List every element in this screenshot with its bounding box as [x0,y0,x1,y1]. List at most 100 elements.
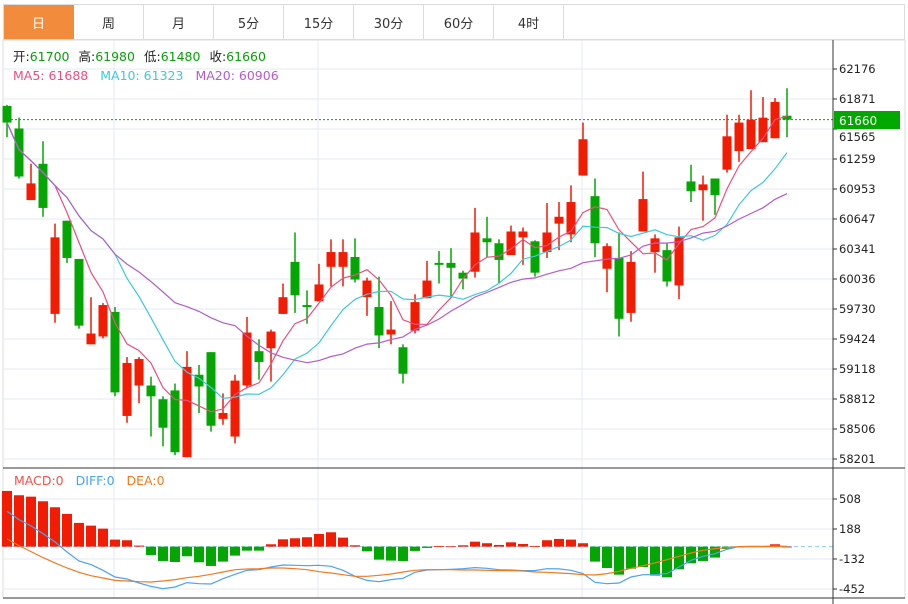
macd-bar [422,546,432,548]
macd-bar [266,544,276,547]
price-tick-label: 60341 [839,242,876,256]
candle-body [206,352,216,426]
candle-body [158,399,168,428]
macd-bar [650,546,660,576]
tab-5min[interactable]: 5分 [214,5,284,39]
candle-body [518,231,528,238]
macd-tick-label: 188 [839,522,861,536]
period-tabs: 日 周 月 5分 15分 30分 60分 4时 [3,4,905,40]
macd-bar [566,539,576,547]
macd-bar [578,543,588,547]
macd-bar [314,533,324,547]
candle-body [662,250,672,282]
candle [506,225,516,256]
macd-bar [14,495,24,547]
candle-body [350,256,360,280]
candle [74,258,84,329]
diff-line [6,510,788,590]
candle-body [614,257,624,319]
macd-bar [230,546,240,556]
price-tick-label: 60036 [839,272,876,286]
close-label: 收: [209,49,226,64]
candle [374,276,384,349]
candle [710,178,720,215]
candle-body [122,362,132,416]
ma-lines [6,115,788,413]
macd-bar [182,546,192,557]
macd-bar [458,545,468,547]
candle-body [26,183,36,201]
macd-bar [98,528,108,547]
candle-body [374,307,384,336]
grid [2,39,906,599]
ma20-line [6,122,788,364]
macd-tick-label: 508 [839,492,861,506]
candle [98,303,108,339]
candle-body [134,359,144,386]
macd-bar [254,546,264,551]
tab-day[interactable]: 日 [4,5,74,39]
tab-30min[interactable]: 30分 [354,5,424,39]
open-label: 开: [13,49,30,64]
macd-panel [2,490,833,590]
tab-60min[interactable]: 60分 [424,5,494,39]
macd-bar [362,546,372,552]
macd-bar [62,513,72,547]
candle [446,248,456,299]
candle-body [338,252,348,267]
candle-body [386,329,396,335]
candle [242,316,252,388]
candle [314,263,324,302]
candle-body [362,280,372,298]
candle [686,164,696,203]
candle [698,175,708,221]
macd-bar [698,546,708,561]
price-axis: 62176 61871 61565 61259 60953 60647 60341 60036… [3,40,905,604]
tab-week[interactable]: 周 [74,5,144,39]
candle-body [242,332,252,386]
price-tick-label: 59118 [839,362,876,376]
ma5-legend: MA5: 61688 [13,68,88,83]
candle [746,90,756,150]
ma5-line [6,115,788,413]
macd-bar [506,542,516,547]
macd-bar [218,546,228,562]
candle-body [2,105,12,123]
candle [2,104,12,138]
open-value: 61700 [30,49,70,64]
candle-body [266,331,276,349]
macd-bar [410,546,420,551]
ma-legend: MA5: 61688 MA10: 61323 MA20: 60906 [13,68,279,83]
candle [470,207,480,278]
close-value: 61660 [226,49,266,64]
price-tick-label: 58506 [839,422,876,436]
candle-body [194,374,204,387]
macd-bar [302,537,312,547]
candle [590,178,600,257]
candle-body [578,139,588,176]
candle-body [302,305,312,308]
candle [578,122,588,176]
candle [158,396,168,447]
candle [542,203,552,258]
macd-bar [350,545,360,547]
price-tick-label: 62176 [839,62,876,76]
tab-month[interactable]: 月 [144,5,214,39]
price-tick-label: 60953 [839,182,876,196]
tab-4hour[interactable]: 4时 [494,5,564,39]
candle-body [230,380,240,437]
candle-body [434,262,444,265]
macd-bar [434,546,444,547]
macd-bar [50,507,60,547]
candle [398,344,408,384]
candle-body [254,351,264,362]
price-tick-label: 58201 [839,452,876,466]
dea-legend: DEA:0 [127,473,165,488]
macd-bar [614,546,624,575]
high-value: 61980 [95,49,135,64]
macd-bar [170,546,180,562]
tab-15min[interactable]: 15分 [284,5,354,39]
macd-bar [470,541,480,547]
candle-body [410,302,420,331]
